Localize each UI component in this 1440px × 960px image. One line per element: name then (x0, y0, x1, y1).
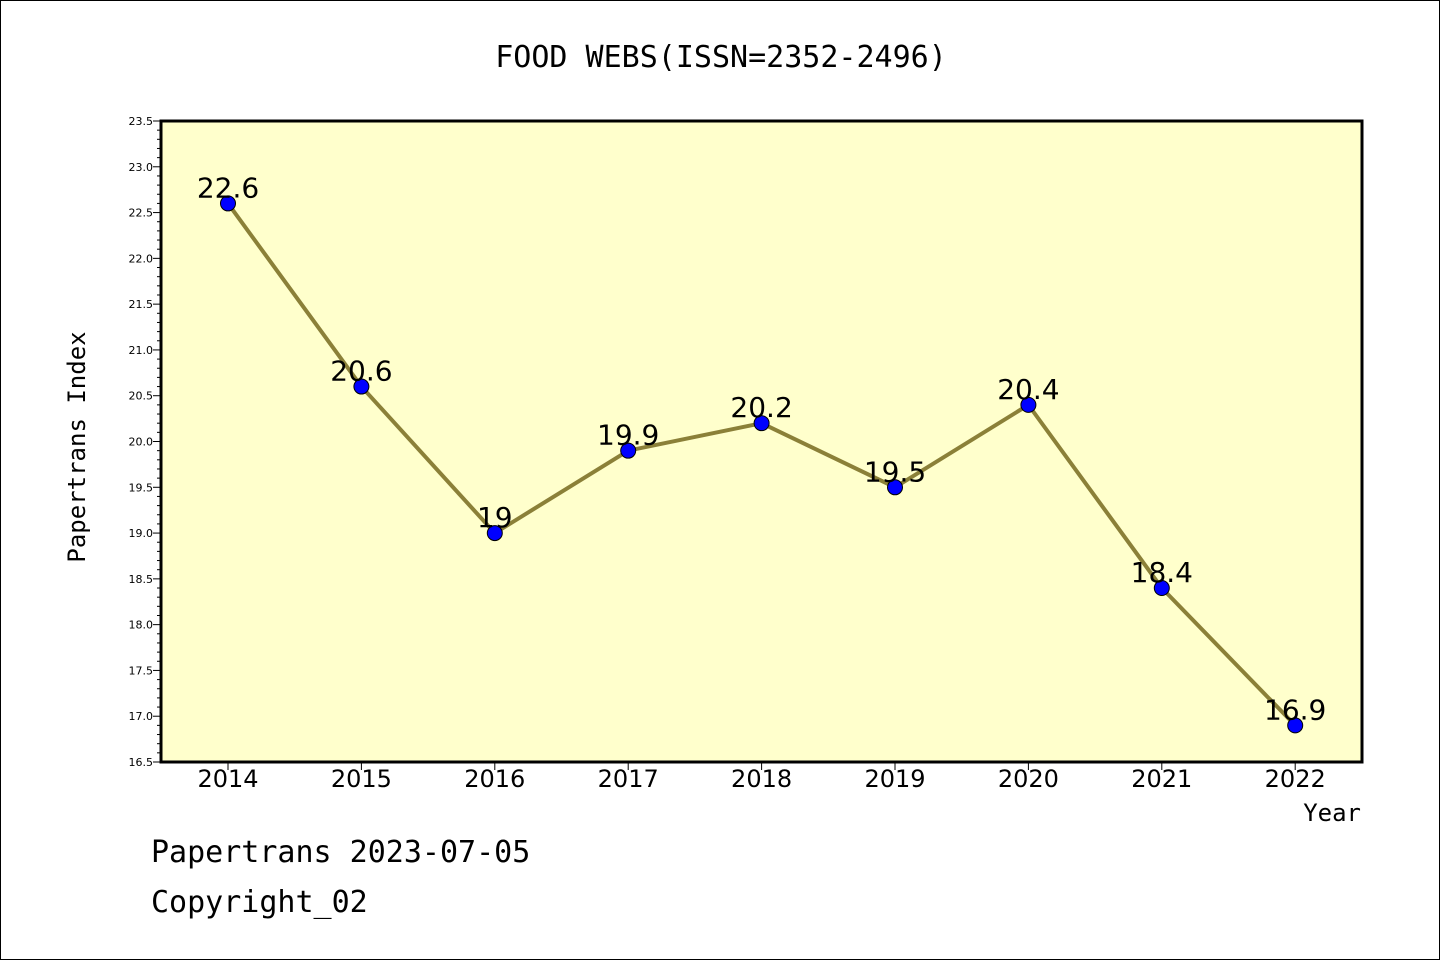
y-tick-label: 23.5 (129, 115, 154, 128)
data-point (353, 378, 370, 395)
y-tick-label: 19.0 (129, 527, 154, 540)
x-tick-label: 2016 (464, 765, 525, 793)
data-label: 16.9 (1264, 693, 1326, 726)
y-tick-label: 22.0 (129, 252, 154, 265)
y-tick-label: 21.0 (129, 344, 154, 357)
data-point (220, 195, 236, 212)
data-point (1020, 396, 1037, 413)
data-label: 20.4 (997, 373, 1059, 406)
data-label: 22.6 (197, 171, 259, 204)
y-tick-label: 20.0 (129, 436, 154, 449)
x-tick-label: 2017 (598, 765, 659, 793)
y-tick-label: 18.5 (129, 573, 154, 586)
y-tick-label: 17.5 (129, 664, 154, 677)
data-label: 20.6 (330, 355, 392, 388)
footer-date: Papertrans 2023-07-05 (151, 835, 531, 870)
x-tick-label: 2020 (998, 765, 1059, 793)
x-tick-label: 2014 (197, 765, 258, 793)
plot-area (159, 119, 1364, 764)
data-label: 20.2 (730, 391, 792, 424)
y-axis: 16.5 17.0 17.5 18.0 18.5 19.0 19.5 20.0 20.5 21.0… (129, 115, 161, 769)
data-point (620, 442, 637, 459)
x-axis-label: Year (1303, 799, 1361, 827)
data-point (1153, 580, 1170, 597)
y-tick-label: 21.5 (129, 298, 154, 311)
data-label: 19 (477, 501, 513, 534)
x-tick-label: 2022 (1265, 765, 1326, 793)
x-tick-label: 2021 (1131, 765, 1192, 793)
data-point (753, 415, 770, 432)
x-axis: 2014 2015 2016 2017 2018 2019 2020 2021 2022 (197, 762, 1326, 793)
chart-title: FOOD WEBS(ISSN=2352-2496) (495, 40, 947, 75)
data-labels: 22.6 20.6 19 19.9 20.2 19.5 20.4 18.4 16.9 (197, 171, 1327, 726)
y-tick-label: 18.0 (129, 619, 154, 632)
data-label: 19.9 (597, 419, 659, 452)
x-tick-label: 2019 (864, 765, 925, 793)
x-tick-label: 2018 (731, 765, 792, 793)
series (220, 195, 1304, 734)
y-axis-label: Papertrans Index (63, 331, 91, 562)
y-tick-label: 22.5 (129, 207, 154, 220)
x-tick-label: 2015 (331, 765, 392, 793)
y-tick-label: 17.0 (129, 710, 154, 723)
y-tick-label: 16.5 (129, 756, 154, 769)
footer-copyright: Copyright_02 (151, 885, 368, 920)
y-tick-label: 20.5 (129, 390, 154, 403)
y-tick-label: 23.0 (129, 161, 154, 174)
data-label: 18.4 (1131, 556, 1193, 589)
data-point (486, 525, 503, 542)
data-point (1287, 717, 1304, 734)
data-label: 19.5 (864, 455, 926, 488)
y-tick-label: 19.5 (129, 481, 154, 494)
data-point (887, 479, 903, 496)
